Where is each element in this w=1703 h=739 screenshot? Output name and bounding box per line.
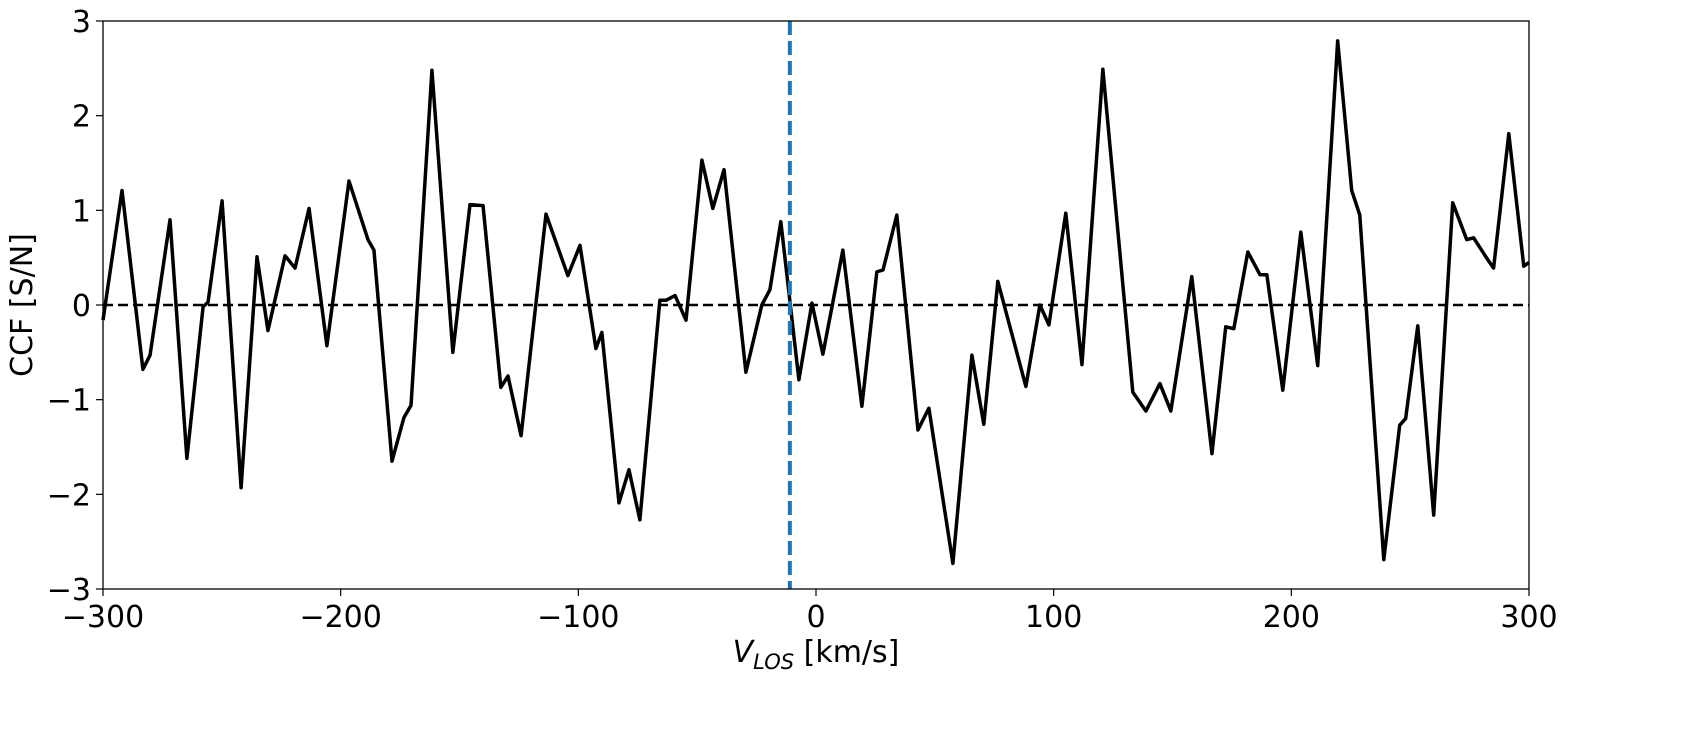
y-tick-label: 3 — [72, 5, 91, 40]
y-tick-label: 2 — [72, 100, 91, 135]
y-tick-label: 0 — [72, 289, 91, 324]
x-tick-label: −100 — [537, 600, 619, 635]
plot-frame — [102, 20, 1530, 590]
y-tick-label: −1 — [47, 384, 91, 419]
x-tick-label: 200 — [1263, 600, 1320, 635]
y-tick-label: −2 — [47, 478, 91, 513]
y-tick-label: 1 — [72, 194, 91, 229]
x-axis-label: VLOS [km/s] — [733, 635, 900, 674]
x-tick-label: 100 — [1025, 600, 1082, 635]
ccf-line — [101, 39, 1531, 566]
x-tick-label: −200 — [299, 600, 381, 635]
x-label-sub: LOS — [753, 650, 794, 674]
x-label-rest: [km/s] — [794, 635, 899, 670]
x-tick-label: 300 — [1500, 600, 1557, 635]
x-label-main: V — [733, 635, 756, 670]
x-tick-label: −300 — [62, 600, 144, 635]
x-tick-label: 0 — [806, 600, 825, 635]
y-tick-label: −3 — [47, 573, 91, 608]
y-axis-label: CCF [S/N] — [5, 233, 40, 377]
